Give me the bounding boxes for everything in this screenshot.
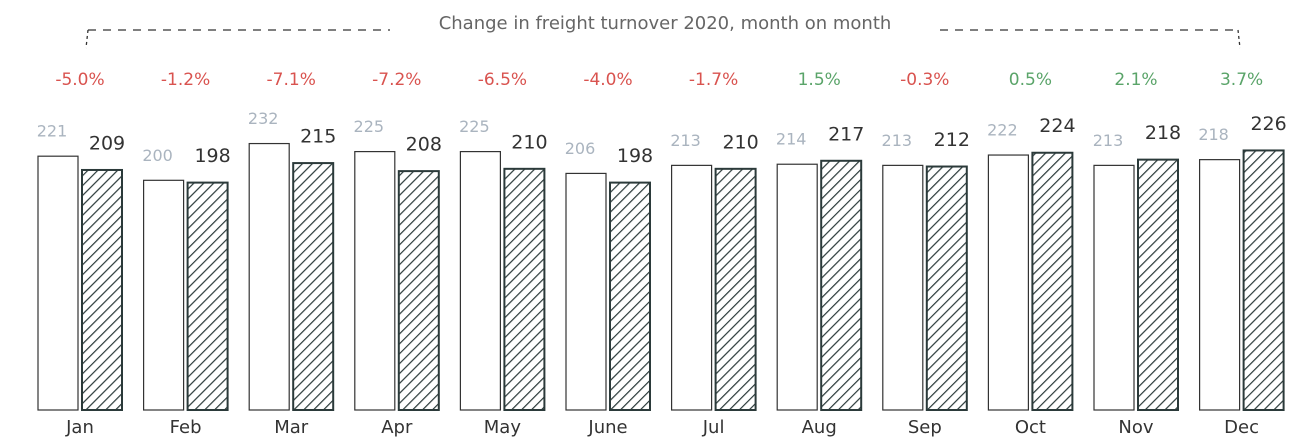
title-bracket bbox=[85, 29, 1241, 49]
value-label: 215 bbox=[300, 126, 336, 148]
x-tick-label: Sep bbox=[908, 417, 942, 438]
bar bbox=[1137, 158, 1179, 411]
bar bbox=[37, 155, 79, 411]
value-label: 214 bbox=[776, 130, 807, 149]
value-label: 209 bbox=[89, 132, 125, 154]
bar bbox=[1093, 164, 1135, 411]
value-label: 224 bbox=[1039, 115, 1075, 137]
bar bbox=[609, 181, 651, 411]
x-tick-label: Aug bbox=[802, 417, 837, 438]
change-label: 3.7% bbox=[1220, 70, 1263, 90]
change-label: -0.3% bbox=[900, 70, 949, 90]
value-label: 212 bbox=[934, 129, 970, 151]
bar bbox=[1242, 149, 1285, 411]
x-tick-label: Dec bbox=[1224, 417, 1259, 438]
change-label: -7.2% bbox=[372, 70, 421, 90]
bar bbox=[987, 154, 1030, 411]
x-tick-label: Feb bbox=[170, 417, 202, 438]
value-label: 210 bbox=[722, 131, 758, 153]
value-label: 232 bbox=[248, 109, 279, 128]
x-tick-label: Mar bbox=[274, 417, 309, 438]
value-label: 225 bbox=[459, 117, 490, 136]
value-label: 206 bbox=[565, 139, 596, 158]
bar bbox=[1198, 159, 1241, 411]
bar bbox=[820, 159, 863, 411]
value-label: 222 bbox=[987, 121, 1018, 140]
bar bbox=[248, 142, 290, 411]
change-label: 0.5% bbox=[1009, 70, 1052, 90]
x-tick-label: Nov bbox=[1118, 417, 1153, 438]
change-label: -4.0% bbox=[583, 70, 632, 90]
x-tick-label: May bbox=[484, 417, 522, 438]
value-label: 221 bbox=[37, 122, 68, 141]
value-label: 218 bbox=[1145, 122, 1181, 144]
bar bbox=[81, 168, 123, 411]
change-label: 1.5% bbox=[798, 70, 841, 90]
change-label: -6.5% bbox=[478, 70, 527, 90]
bar bbox=[397, 170, 440, 411]
chart-title: Change in freight turnover 2020, month o… bbox=[439, 13, 892, 34]
x-tick-label: Jan bbox=[65, 417, 94, 438]
change-label: -1.7% bbox=[689, 70, 738, 90]
change-label: -1.2% bbox=[161, 70, 210, 90]
value-label: 213 bbox=[1093, 131, 1124, 150]
value-label: 213 bbox=[882, 131, 913, 150]
x-tick-label: Oct bbox=[1015, 417, 1046, 438]
change-label: -5.0% bbox=[55, 70, 104, 90]
value-label: 198 bbox=[194, 145, 230, 167]
bar bbox=[776, 163, 818, 411]
bar bbox=[670, 164, 713, 411]
value-label: 198 bbox=[617, 145, 653, 167]
value-label: 226 bbox=[1250, 113, 1286, 135]
change-label: 2.1% bbox=[1114, 70, 1157, 90]
value-label: 213 bbox=[670, 131, 701, 150]
bar bbox=[565, 172, 607, 411]
x-tick-label: June bbox=[587, 417, 627, 438]
bar bbox=[1031, 151, 1074, 412]
bar bbox=[925, 165, 968, 411]
bar bbox=[503, 167, 546, 411]
bar bbox=[186, 181, 229, 411]
x-tick-label: Apr bbox=[381, 417, 413, 438]
value-label: 217 bbox=[828, 123, 864, 145]
value-label: 225 bbox=[354, 117, 385, 136]
bar bbox=[882, 164, 924, 411]
bar bbox=[354, 150, 396, 411]
value-label: 208 bbox=[406, 134, 442, 156]
value-label: 200 bbox=[142, 146, 173, 165]
bar bbox=[714, 167, 757, 411]
bar bbox=[459, 150, 501, 411]
bar bbox=[143, 179, 185, 411]
value-label: 210 bbox=[511, 131, 547, 153]
value-label: 218 bbox=[1198, 125, 1229, 144]
bar bbox=[292, 162, 335, 411]
change-label: -7.1% bbox=[267, 70, 316, 90]
x-tick-label: Jul bbox=[702, 417, 725, 438]
